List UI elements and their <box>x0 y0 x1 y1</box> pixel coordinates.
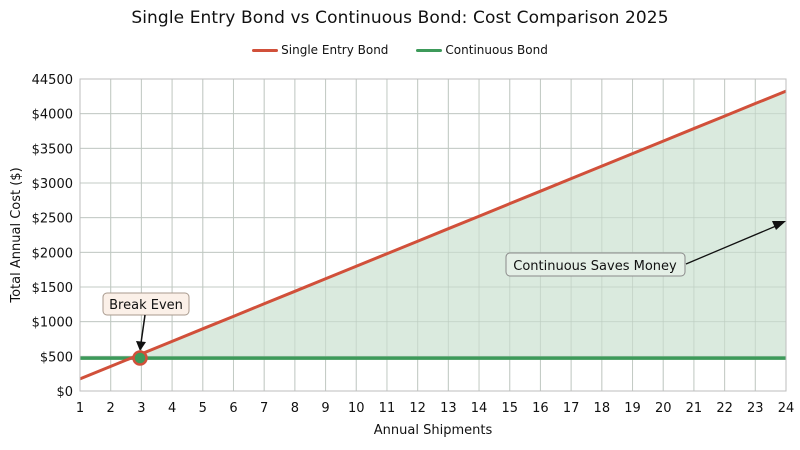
x-tick-label: 14 <box>471 401 488 416</box>
x-tick-label: 16 <box>532 401 549 416</box>
x-axis-label: Annual Shipments <box>374 423 493 438</box>
y-tick-label: 44500 <box>32 73 73 88</box>
single-entry-bond-line <box>79 89 787 381</box>
x-tick-label: 11 <box>379 401 396 416</box>
y-tick-label: $1000 <box>32 316 73 331</box>
x-tick-label: 19 <box>624 401 641 416</box>
x-tick-label: 23 <box>747 401 764 416</box>
break-even-annotation: Break Even <box>102 292 190 351</box>
x-tick-label: 12 <box>409 401 426 416</box>
y-tick-label: $4000 <box>32 108 73 123</box>
break-even-marker <box>132 350 148 366</box>
y-tick-label: $0 <box>56 385 73 400</box>
y-axis-ticks: $0 $500 $1000 $1500 $2000 $2500 $3000 $3500 $400… <box>32 73 73 400</box>
legend-label: Single Entry Bond <box>281 43 389 57</box>
y-tick-label: $2500 <box>32 212 73 227</box>
x-tick-label: 22 <box>716 401 733 416</box>
x-tick-label: 3 <box>137 401 145 416</box>
y-axis-label: Total Annual Cost ($) <box>9 167 24 303</box>
x-tick-label: 4 <box>168 401 176 416</box>
x-tick-label: 13 <box>440 401 457 416</box>
x-tick-label: 9 <box>321 401 329 416</box>
x-tick-label: 5 <box>199 401 207 416</box>
x-tick-label: 7 <box>260 401 268 416</box>
legend-item-single-entry: Single Entry Bond <box>252 43 388 57</box>
y-tick-label: $3000 <box>32 177 73 192</box>
savings-annotation: Continuous Saves Money <box>505 221 786 277</box>
break-even-label: Break Even <box>109 298 183 313</box>
x-tick-label: 20 <box>655 401 672 416</box>
x-tick-label: 21 <box>686 401 703 416</box>
plot-frame <box>79 78 787 392</box>
savings-arrow-shaft <box>685 225 777 265</box>
legend-swatch-continuous <box>416 48 443 52</box>
x-tick-label: 6 <box>229 401 237 416</box>
savings-arrow-head <box>772 221 786 230</box>
x-tick-label: 1 <box>76 401 84 416</box>
x-tick-label: 8 <box>291 401 299 416</box>
y-tick-label: $1500 <box>32 281 73 296</box>
x-axis-ticks: 1 2 3 4 5 6 7 8 9 10 11 12 13 14 15 16 17 18 19 20 21 22 23 24 <box>76 401 794 416</box>
legend-label: Continuous Bond <box>445 43 548 57</box>
break-even-arrow-shaft <box>140 314 146 344</box>
break-even-box <box>102 292 190 316</box>
x-tick-label: 18 <box>594 401 611 416</box>
y-tick-label: $2000 <box>32 246 73 261</box>
x-tick-label: 17 <box>563 401 580 416</box>
x-tick-label: 15 <box>501 401 518 416</box>
x-tick-label: 10 <box>348 401 365 416</box>
legend: Single Entry Bond Continuous Bond <box>0 43 800 57</box>
x-tick-label: 24 <box>778 401 795 416</box>
y-tick-label: $500 <box>40 350 73 365</box>
savings-label: Continuous Saves Money <box>513 259 677 274</box>
y-tick-label: $3500 <box>32 142 73 157</box>
legend-swatch-single-entry <box>252 48 279 52</box>
x-tick-label: 2 <box>107 401 115 416</box>
chart-title: Single Entry Bond vs Continuous Bond: Co… <box>131 8 669 28</box>
break-even-arrow-head <box>136 341 146 351</box>
savings-box <box>505 252 686 277</box>
legend-item-continuous: Continuous Bond <box>416 43 548 57</box>
